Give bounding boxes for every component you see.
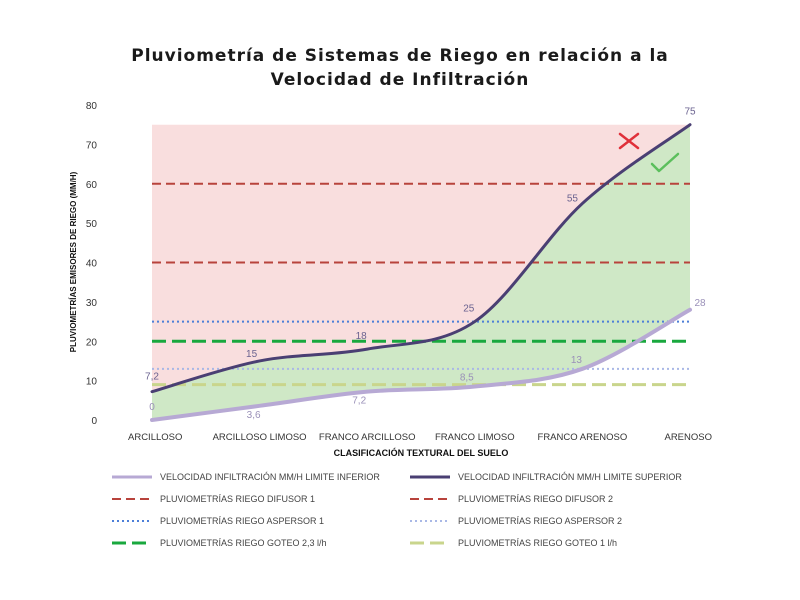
y-tick-label: 70 [86, 140, 98, 151]
legend-swatch [410, 498, 450, 500]
legend-label: PLUVIOMETRÍAS RIEGO DIFUSOR 1 [160, 494, 316, 504]
y-tick-label: 20 [86, 337, 98, 348]
legend-swatch [410, 541, 450, 545]
legend-swatch [112, 520, 152, 522]
upper-data-label: 7,2 [145, 372, 159, 383]
upper-data-label: 18 [356, 331, 368, 342]
x-tick-label: FRANCO LIMOSO [435, 432, 515, 443]
legend-label: PLUVIOMETRÍAS RIEGO ASPERSOR 1 [160, 516, 325, 526]
legend-item: PLUVIOMETRÍAS RIEGO ASPERSOR 1 [112, 514, 324, 528]
cross-mark-icon [618, 132, 640, 150]
legend-item: VELOCIDAD INFILTRACIÓN MM/H LIMITE SUPER… [410, 470, 682, 484]
x-tick-label: FRANCO ARCILLOSO [319, 432, 416, 443]
y-tick-label: 60 [86, 180, 98, 191]
chart-title-line-2: Velocidad de Infiltración [270, 70, 530, 90]
legend-label: VELOCIDAD INFILTRACIÓN MM/H LIMITE INFER… [160, 472, 380, 482]
y-axis-label: PLUVIOMETRÍAS EMISORES DE RIEGO (MM/H) [69, 171, 78, 352]
y-tick-label: 0 [91, 416, 97, 427]
x-axis-label: CLASIFICACIÓN TEXTURAL DEL SUELO [334, 447, 509, 458]
legend-item: PLUVIOMETRÍAS RIEGO DIFUSOR 1 [112, 492, 315, 506]
x-tick-label: ARCILLOSO LIMOSO [213, 432, 307, 443]
legend-swatch [112, 475, 152, 479]
legend-item: PLUVIOMETRÍAS RIEGO DIFUSOR 2 [410, 492, 613, 506]
upper-data-label: 25 [463, 304, 475, 315]
check-mark-icon [650, 152, 680, 173]
y-tick-label: 10 [86, 377, 98, 388]
upper-data-label: 75 [684, 107, 696, 118]
legend-swatch [112, 541, 152, 545]
x-tick-label: ARCILLOSO [128, 432, 182, 443]
series-lower-limit-line [150, 307, 692, 422]
legend-swatch [112, 498, 152, 500]
lower-data-label: 0 [149, 402, 155, 413]
lower-data-label: 8,5 [460, 373, 474, 384]
legend-label: VELOCIDAD INFILTRACIÓN MM/H LIMITE SUPER… [458, 472, 682, 482]
legend-item: PLUVIOMETRÍAS RIEGO GOTEO 1 l/h [410, 536, 617, 550]
legend-item: PLUVIOMETRÍAS RIEGO GOTEO 2,3 l/h [112, 536, 327, 550]
lower-data-label: 3,6 [247, 410, 261, 421]
y-tick-label: 30 [86, 298, 98, 309]
legend-item: PLUVIOMETRÍAS RIEGO ASPERSOR 2 [410, 514, 622, 528]
legend-label: PLUVIOMETRÍAS RIEGO GOTEO 2,3 l/h [160, 538, 327, 548]
lower-data-label: 7,2 [352, 396, 366, 407]
chart-title-line-1: Pluviometría de Sistemas de Riego en rel… [131, 46, 669, 66]
y-tick-label: 80 [86, 101, 98, 112]
y-tick-label: 50 [86, 219, 98, 230]
legend-label: PLUVIOMETRÍAS RIEGO ASPERSOR 2 [458, 516, 623, 526]
x-tick-label: ARENOSO [664, 432, 712, 443]
region-between-limits [152, 124, 690, 420]
x-tick-label: FRANCO ARENOSO [538, 432, 628, 443]
y-tick-label: 40 [86, 259, 98, 270]
legend-label: PLUVIOMETRÍAS RIEGO DIFUSOR 2 [458, 494, 614, 504]
upper-data-label: 15 [246, 349, 258, 360]
legend-item: VELOCIDAD INFILTRACIÓN MM/H LIMITE INFER… [112, 470, 380, 484]
series-upper-limit-line [150, 123, 692, 394]
upper-data-label: 55 [567, 193, 579, 204]
lower-data-label: 28 [694, 298, 706, 309]
lower-data-label: 13 [571, 355, 583, 366]
legend-label: PLUVIOMETRÍAS RIEGO GOTEO 1 l/h [458, 538, 618, 548]
legend-swatch [410, 520, 450, 522]
region-above-upper-limit [152, 124, 690, 392]
legend-swatch [410, 475, 450, 479]
